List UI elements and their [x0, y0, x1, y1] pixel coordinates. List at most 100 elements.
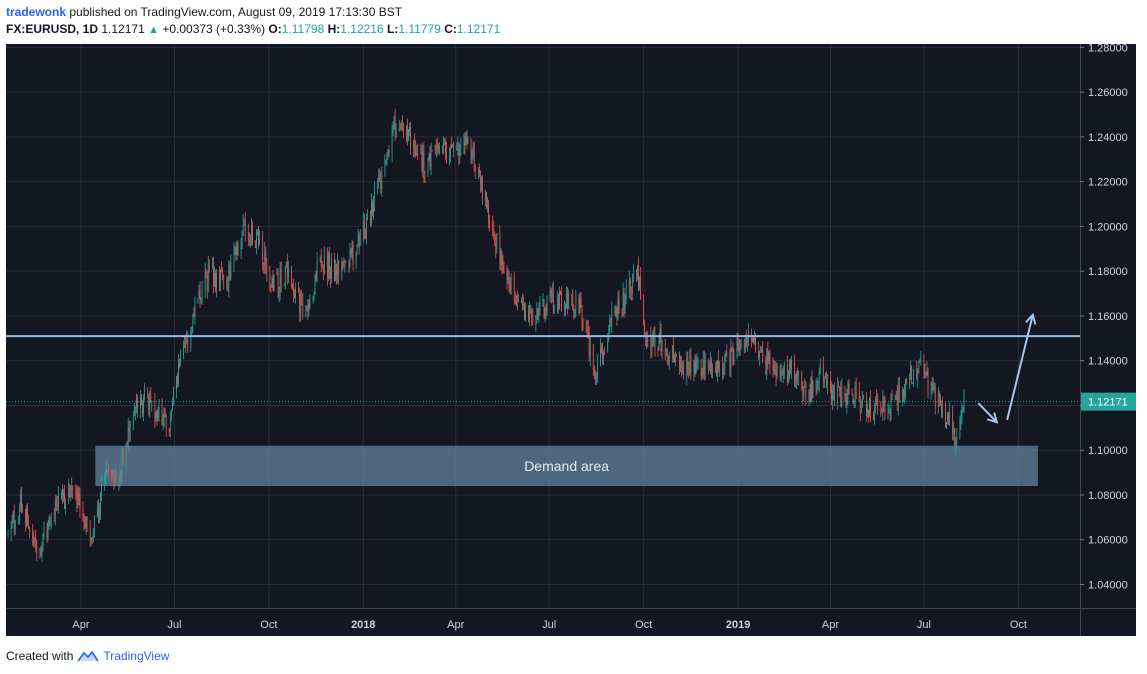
candle-body — [942, 406, 943, 415]
author-name[interactable]: tradewonk — [6, 5, 67, 19]
candle-body — [588, 331, 590, 357]
tradingview-link[interactable]: TradingView — [103, 649, 170, 663]
candle-body — [463, 140, 465, 146]
candle-body — [42, 537, 44, 548]
candle-body — [271, 278, 273, 286]
candle-body — [853, 402, 855, 404]
candle-body — [804, 382, 806, 387]
candle-body — [624, 300, 626, 309]
candle-body — [381, 174, 383, 190]
candle-body — [107, 469, 109, 471]
published-text: published on TradingView.com, August 09,… — [69, 5, 403, 19]
candle-body — [683, 363, 685, 378]
candle-body — [29, 528, 30, 532]
candle-body — [840, 390, 842, 408]
candle-body — [319, 258, 321, 262]
candle-body — [306, 308, 308, 311]
candle-body — [925, 373, 927, 375]
candle-body — [78, 493, 80, 496]
candle-body — [385, 159, 387, 161]
chart-area[interactable]: 1.040001.060001.080001.100001.120001.140… — [6, 42, 1136, 636]
candle-body — [781, 371, 783, 374]
candle-body — [740, 344, 742, 348]
candle-body — [46, 531, 48, 539]
candle-body — [580, 299, 582, 308]
time-tick-label: Apr — [447, 619, 464, 631]
candle-body — [712, 367, 713, 373]
candle-body — [101, 481, 102, 494]
candle-body — [493, 227, 495, 237]
candle-body — [909, 374, 910, 384]
candle-body — [573, 307, 575, 318]
candle-body — [276, 272, 278, 275]
candle-body — [680, 364, 681, 369]
candle-body — [708, 365, 710, 368]
time-tick-label: Jul — [167, 619, 181, 631]
candle-body — [149, 393, 151, 411]
candle-body — [660, 328, 662, 352]
candle-body — [798, 371, 800, 377]
candle-body — [924, 370, 926, 375]
candle-body — [430, 151, 432, 167]
candle-body — [14, 520, 16, 529]
candle-body — [825, 373, 826, 378]
candle-body — [666, 348, 668, 358]
candle-body — [176, 375, 177, 391]
symbol-header: FX:EURUSD, 1D 1.12171 ▲ +0.00373 (+0.33%… — [6, 22, 500, 36]
candle-body — [105, 477, 106, 478]
candle-body — [180, 355, 181, 366]
candle-body — [931, 382, 933, 386]
candle-body — [309, 299, 311, 307]
candle-body — [810, 377, 812, 402]
candle-body — [644, 324, 646, 333]
candle-body — [866, 398, 867, 415]
candle-body — [758, 350, 759, 357]
candle-body — [522, 300, 523, 306]
candle-body — [560, 292, 561, 293]
candle-body — [754, 338, 755, 341]
candle-body — [481, 178, 482, 185]
candle-body — [300, 295, 302, 314]
candle-body — [947, 413, 948, 423]
price-tick-label: 1.24000 — [1088, 132, 1128, 144]
candle-body — [545, 309, 547, 312]
price-chart[interactable]: 1.040001.060001.080001.100001.120001.140… — [6, 42, 1136, 636]
candle-body — [278, 290, 280, 294]
candle-body — [523, 304, 524, 306]
time-tick-label: Jul — [542, 619, 556, 631]
candle-body — [443, 143, 444, 150]
candle-body — [82, 508, 84, 521]
candle-body — [558, 301, 559, 309]
candle-body — [887, 412, 889, 414]
candle-body — [228, 265, 230, 288]
candle-body — [719, 362, 720, 369]
candle-body — [808, 392, 810, 400]
current-price-badge — [1081, 392, 1136, 411]
candle-body — [255, 242, 256, 249]
candle-body — [494, 236, 496, 238]
candle-body — [723, 368, 725, 375]
candle-body — [776, 364, 778, 377]
candle-body — [201, 290, 203, 298]
candle-body — [673, 345, 674, 355]
candle-body — [191, 326, 193, 332]
candle-body — [456, 146, 458, 151]
candle-body — [335, 268, 336, 280]
candle-body — [775, 369, 777, 377]
candle-body — [258, 231, 259, 245]
candle-body — [358, 236, 360, 246]
candle-body — [341, 262, 343, 278]
candle-body — [679, 354, 680, 365]
plot-background — [6, 44, 1080, 636]
candle-body — [726, 354, 728, 356]
candle-body — [39, 551, 41, 553]
candle-body — [13, 510, 15, 529]
candle-body — [417, 153, 419, 155]
candle-body — [428, 153, 430, 159]
candle-body — [386, 157, 388, 160]
candle-body — [839, 386, 841, 391]
candle-body — [285, 261, 287, 268]
candle-body — [621, 313, 623, 315]
candle-body — [834, 391, 835, 401]
candle-body — [603, 351, 604, 358]
